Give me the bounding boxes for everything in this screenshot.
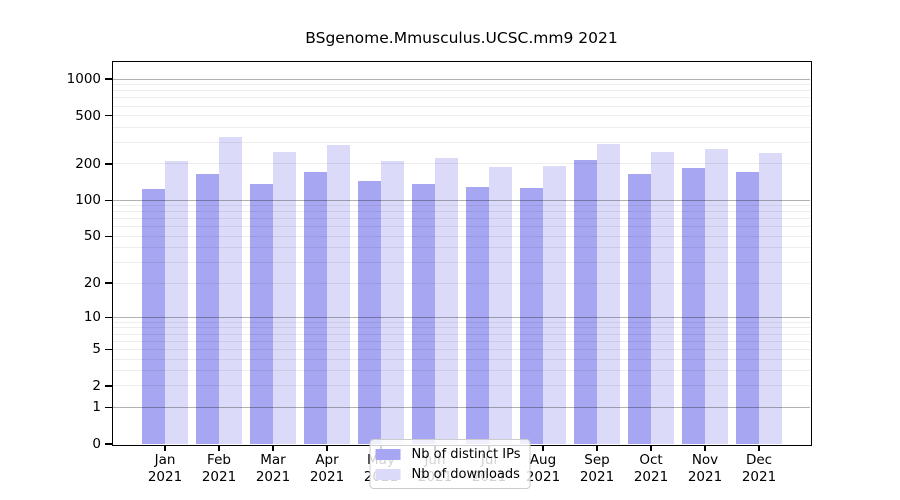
bar-downloads — [273, 151, 296, 444]
legend-swatch-icon — [375, 448, 401, 460]
x-tick-label: Mar 2021 — [255, 452, 291, 485]
y-tick-mark — [105, 316, 112, 319]
y-tick-mark — [105, 235, 112, 238]
y-tick-mark — [105, 282, 112, 284]
bar-downloads — [327, 145, 350, 444]
y-tick-label: 2 — [92, 377, 101, 394]
y-tick-mark — [105, 348, 112, 351]
x-tick-mark — [326, 445, 328, 451]
bar-distinct-ips — [304, 172, 327, 444]
y-tick-mark — [105, 78, 112, 80]
y-tick-label: 200 — [75, 155, 101, 172]
bar-distinct-ips — [574, 160, 597, 444]
bar-downloads — [705, 148, 728, 444]
chart-title: BSgenome.Mmusculus.UCSC.mm9 2021 — [305, 29, 618, 47]
bar-downloads — [219, 137, 242, 444]
y-gridline-minor — [113, 97, 810, 99]
y-tick-label: 5 — [92, 341, 101, 358]
y-gridline-minor — [113, 90, 810, 92]
bar-distinct-ips — [520, 188, 543, 444]
x-tick-label: Feb 2021 — [201, 452, 237, 485]
y-tick-mark — [105, 199, 112, 202]
bar-downloads — [381, 160, 404, 444]
x-tick-label: Oct 2021 — [633, 452, 669, 485]
x-tick-mark — [650, 445, 652, 451]
y-tick-label: 20 — [83, 275, 101, 292]
x-tick-label: Dec 2021 — [741, 452, 777, 485]
y-tick-mark — [105, 385, 112, 387]
x-tick-mark — [704, 445, 706, 451]
bar-distinct-ips — [682, 168, 705, 444]
legend-swatch-icon — [375, 468, 401, 480]
y-gridline-minor — [113, 126, 810, 128]
x-tick-mark — [272, 445, 274, 451]
y-tick-label: 1000 — [66, 71, 101, 88]
x-tick-mark — [758, 445, 760, 451]
bar-downloads — [759, 153, 782, 444]
y-tick-mark — [105, 114, 112, 117]
legend-item: Nb of distinct IPs — [375, 444, 521, 464]
legend: Nb of distinct IPs Nb of downloads — [369, 439, 531, 489]
bar-distinct-ips — [358, 180, 381, 444]
bar-distinct-ips — [736, 172, 759, 444]
x-tick-label: Nov 2021 — [687, 452, 723, 485]
x-tick-label: Aug 2021 — [525, 452, 561, 485]
bar-downloads — [597, 144, 620, 444]
bar-distinct-ips — [142, 189, 165, 444]
x-tick-mark — [218, 445, 220, 451]
bar-downloads — [651, 152, 674, 444]
x-tick-mark — [542, 445, 544, 451]
y-gridline-minor — [113, 105, 810, 107]
y-gridline-minor — [113, 142, 810, 144]
x-tick-mark — [596, 445, 598, 451]
y-tick-mark — [105, 443, 112, 445]
bar-downloads — [435, 157, 458, 444]
x-tick-mark — [164, 445, 166, 451]
y-tick-label: 10 — [83, 309, 101, 326]
x-tick-label: Sep 2021 — [579, 452, 615, 485]
y-tick-label: 1 — [92, 399, 101, 416]
y-tick-label: 500 — [75, 107, 101, 124]
bar-distinct-ips — [466, 186, 489, 444]
bar-downloads — [165, 161, 188, 444]
plot-area — [113, 62, 810, 444]
y-gridline-major — [113, 78, 810, 80]
bar-distinct-ips — [250, 184, 273, 444]
y-tick-mark — [105, 406, 112, 409]
x-tick-label: Jan 2021 — [147, 452, 183, 485]
bar-downloads — [489, 166, 512, 444]
y-tick-label: 0 — [92, 436, 101, 452]
bar-distinct-ips — [412, 183, 435, 444]
y-tick-mark — [105, 163, 112, 165]
bar-downloads — [543, 166, 566, 444]
legend-label: Nb of distinct IPs — [411, 446, 521, 462]
legend-label: Nb of downloads — [411, 466, 520, 482]
bar-distinct-ips — [628, 174, 651, 444]
legend-item: Nb of downloads — [375, 464, 521, 484]
x-tick-label: Apr 2021 — [309, 452, 345, 485]
bar-distinct-ips — [196, 173, 219, 444]
y-gridline-minor — [113, 115, 810, 117]
y-gridline-minor — [113, 84, 810, 86]
y-tick-label: 100 — [75, 192, 101, 209]
y-tick-label: 50 — [83, 228, 101, 245]
